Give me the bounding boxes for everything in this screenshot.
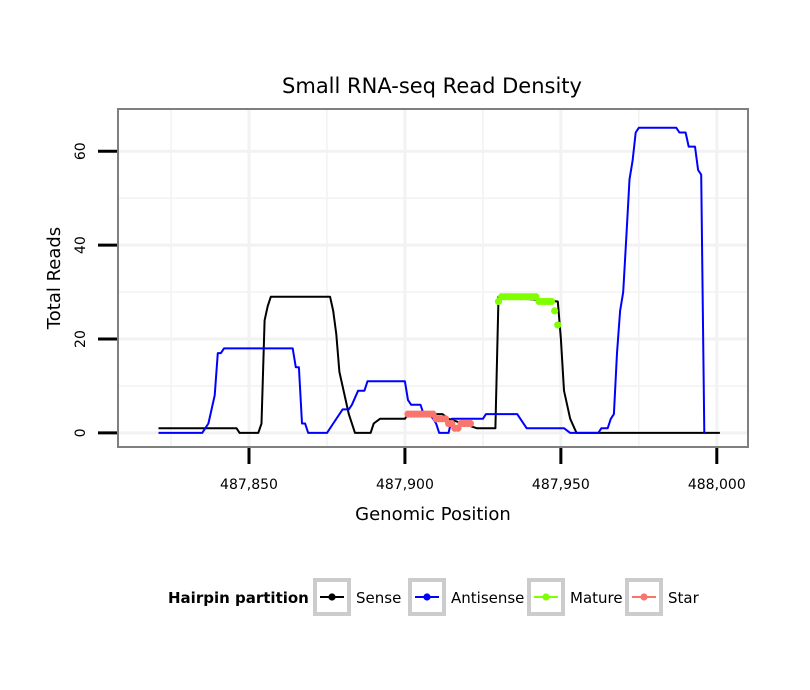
series-layer — [158, 126, 720, 434]
series-star — [404, 410, 475, 432]
legend-key-point — [423, 593, 431, 601]
series-antisense — [158, 126, 706, 434]
legend-label: Sense — [356, 589, 401, 607]
x-axis-label: Genomic Position — [355, 504, 511, 525]
legend-key-point — [542, 593, 550, 601]
x-tick-label: 488,000 — [688, 477, 746, 493]
mature-point — [554, 321, 562, 329]
mature-point — [547, 297, 556, 306]
legend-item-antisense: Antisense — [408, 578, 524, 616]
legend-label: Star — [668, 589, 700, 607]
star-point — [466, 419, 475, 428]
mature-point — [551, 307, 559, 315]
series-sense — [158, 295, 720, 434]
x-tick-label: 487,850 — [220, 477, 278, 493]
y-tick-label: 40 — [73, 236, 89, 254]
legend-item-star: Star — [625, 578, 700, 616]
sense-line — [158, 295, 720, 434]
y-tick-label: 20 — [73, 330, 89, 348]
y-tick-label: 0 — [73, 428, 89, 437]
legend-item-sense: Sense — [313, 578, 401, 616]
x-tick-label: 487,950 — [532, 477, 590, 493]
legend-title: Hairpin partition — [168, 589, 309, 607]
legend-label: Mature — [570, 589, 623, 607]
legend: Hairpin partition Sense Antisense Mature St… — [168, 578, 700, 616]
legend-key-point — [640, 593, 648, 601]
series-mature — [494, 293, 562, 329]
legend-key-point — [328, 593, 336, 601]
legend-label: Antisense — [451, 589, 524, 607]
chart-title: Small RNA-seq Read Density — [282, 74, 582, 98]
plot-panel — [117, 108, 749, 448]
axes: 487,850 487,900 487,950 488,000 0 20 40 60 — [73, 142, 746, 493]
y-tick-label: 60 — [73, 142, 89, 160]
x-tick-label: 487,900 — [376, 477, 434, 493]
legend-item-mature: Mature — [527, 578, 623, 616]
antisense-line — [158, 126, 706, 434]
grid — [119, 110, 747, 446]
y-axis-label: Total Reads — [44, 227, 65, 330]
